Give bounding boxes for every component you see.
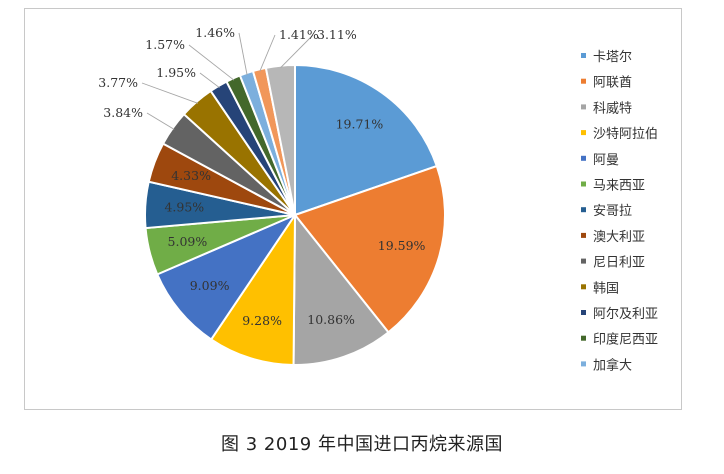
pie-chart: 19.71% 19.59% 10.86% 9.28% 9.09% 5.09% 4.95% 4.…	[98, 25, 658, 373]
legend-label: 阿尔及利亚	[593, 307, 658, 322]
legend-label: 安哥拉	[593, 204, 632, 219]
legend-swatch	[581, 361, 586, 367]
data-label: 1.41%	[279, 27, 319, 42]
data-label: 3.77%	[98, 75, 138, 90]
data-label: 1.57%	[145, 37, 185, 52]
legend-item: 马来西亚	[581, 179, 645, 194]
legend-label: 澳大利亚	[593, 229, 645, 245]
legend-swatch	[581, 130, 586, 136]
legend-item: 沙特阿拉伯	[581, 127, 658, 142]
legend-item: 加拿大	[581, 357, 632, 373]
data-label: 10.86%	[307, 312, 355, 327]
pie-slice	[209, 211, 297, 366]
legend-label: 阿联酋	[593, 75, 632, 91]
legend-label: 加拿大	[593, 357, 632, 373]
leader-line	[146, 112, 175, 130]
figure-caption: 图 3 2019 年中国进口丙烷来源国	[221, 434, 503, 455]
pie-slice	[264, 63, 296, 216]
legend-swatch	[581, 258, 586, 264]
data-label: 3.84%	[103, 105, 143, 120]
legend-item: 韩国	[581, 281, 619, 296]
pie-slice	[155, 212, 298, 341]
legend-label: 阿曼	[593, 153, 619, 168]
legend-item: 尼日利亚	[581, 256, 645, 271]
leader-line	[141, 82, 199, 104]
legend-label: 马来西亚	[593, 179, 645, 194]
data-label: 3.11%	[317, 27, 357, 42]
data-label: 5.09%	[168, 234, 208, 249]
chart-frame: 19.71% 19.59% 10.86% 9.28% 9.09% 5.09% 4.95% 4.…	[24, 8, 682, 410]
legend-label: 尼日利亚	[593, 256, 645, 271]
legend-swatch	[581, 335, 586, 341]
data-label: 9.09%	[190, 278, 230, 293]
leader-line	[199, 72, 220, 89]
pie-slice	[293, 164, 446, 334]
legend-swatch	[581, 232, 586, 238]
legend-swatch	[581, 310, 586, 315]
pie-slice	[292, 212, 390, 366]
leader-line	[238, 32, 248, 76]
legend-item: 科威特	[581, 101, 632, 116]
legend-item: 印度尼西亚	[581, 332, 658, 348]
legend-item: 阿尔及利亚	[581, 307, 658, 322]
legend-swatch	[581, 284, 586, 290]
legend-label: 沙特阿拉伯	[593, 127, 658, 142]
chart-legend: 卡塔尔阿联酋科威特沙特阿拉伯阿曼马来西亚安哥拉澳大利亚尼日利亚韩国阿尔及利亚印度…	[581, 50, 658, 373]
data-label: 1.95%	[156, 65, 196, 80]
data-label: 9.28%	[242, 313, 282, 328]
legend-label: 印度尼西亚	[593, 332, 658, 348]
data-label: 19.71%	[336, 117, 384, 132]
legend-item: 卡塔尔	[581, 50, 632, 65]
legend-item: 阿曼	[581, 153, 619, 168]
data-label: 4.95%	[164, 199, 204, 214]
legend-swatch	[581, 181, 586, 187]
legend-swatch	[581, 53, 586, 58]
legend-label: 卡塔尔	[593, 50, 632, 65]
leader-line	[280, 34, 314, 69]
data-label: 1.46%	[195, 25, 235, 40]
legend-swatch	[581, 207, 586, 213]
legend-label: 韩国	[593, 281, 619, 296]
legend-swatch	[581, 104, 586, 110]
legend-item: 安哥拉	[581, 204, 632, 219]
leader-line	[188, 44, 235, 81]
legend-label: 科威特	[593, 101, 632, 116]
legend-swatch	[581, 78, 586, 84]
data-label: 4.33%	[171, 168, 211, 183]
legend-swatch	[581, 155, 586, 161]
legend-item: 阿联酋	[581, 75, 632, 91]
data-label: 19.59%	[378, 238, 426, 253]
leader-line	[259, 34, 276, 72]
legend-item: 澳大利亚	[581, 229, 645, 245]
